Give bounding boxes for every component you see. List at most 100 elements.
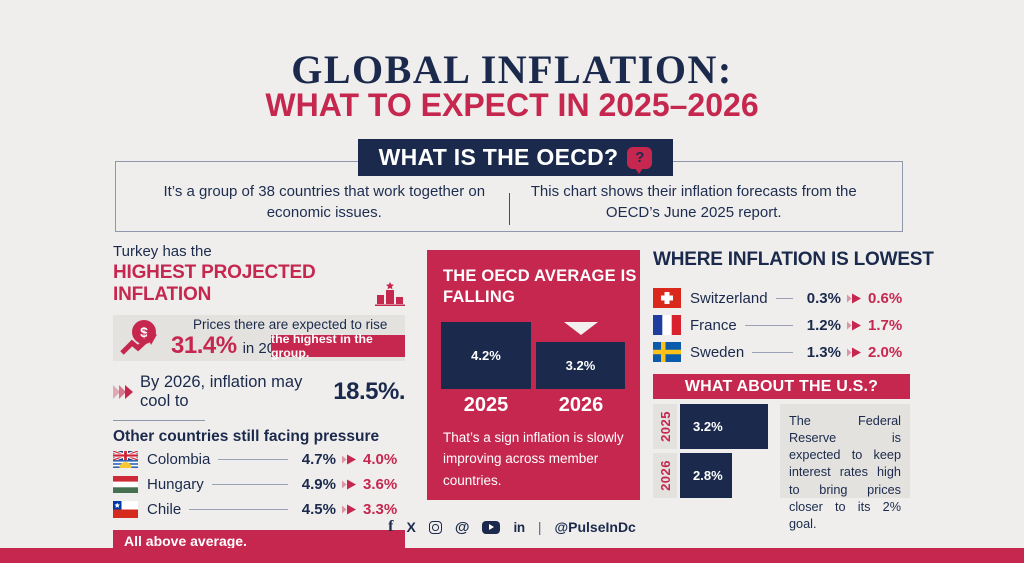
us-note: The Federal Reserve is expected to keep … xyxy=(780,404,910,531)
value-2025: 4.5% xyxy=(301,500,336,518)
x-twitter-icon[interactable]: X xyxy=(406,519,416,535)
trend-arrow-icon xyxy=(847,347,862,358)
us-bar-2026: 2.8% xyxy=(680,453,732,498)
leader-line xyxy=(775,297,793,299)
value-2026: 0.6% xyxy=(868,289,903,307)
country-name: Chile xyxy=(147,500,182,518)
value-2025: 1.2% xyxy=(806,316,841,334)
turkey-headline: HIGHEST PROJECTED INFLATION xyxy=(113,262,316,305)
youtube-icon[interactable] xyxy=(482,520,501,534)
all-above-average-banner: All above average. xyxy=(113,530,405,552)
value-2026: 3.6% xyxy=(363,475,398,493)
value-2026: 3.3% xyxy=(363,500,398,518)
us-year-strip-2026: 2026 xyxy=(653,453,677,498)
us-chart: 2025 3.2% 2026 2.8% The Federal Reserve … xyxy=(653,404,910,531)
country-name: Hungary xyxy=(147,475,204,493)
oecd-bar-2026: 3.2% xyxy=(536,342,625,389)
us-year-2025-label: 2025 xyxy=(657,411,673,442)
colombia-flag-icon xyxy=(113,450,138,468)
leader-line xyxy=(189,508,288,510)
leader-line xyxy=(218,458,288,460)
threads-icon[interactable]: @ xyxy=(454,518,470,536)
oecd-info-left-text: It’s a group of 38 countries that work t… xyxy=(163,183,486,221)
turkey-section: Turkey has the HIGHEST PROJECTED INFLATI… xyxy=(113,243,405,552)
lowest-section: Switzerland 0.3% 0.6% France 1.2% xyxy=(653,284,910,365)
trend-arrow-icon xyxy=(847,320,862,331)
oecd-average-note: That’s a sign inflation is slowly improv… xyxy=(443,430,624,488)
linkedin-icon[interactable]: in xyxy=(513,519,525,535)
trend-arrow-icon xyxy=(847,293,862,304)
us-year-2026-label: 2026 xyxy=(657,460,673,491)
country-name: France xyxy=(690,316,737,334)
us-bar-2025-value: 3.2% xyxy=(693,419,723,434)
oecd-bar-2026-value: 3.2% xyxy=(565,358,596,373)
oecd-year-2025-label: 2025 xyxy=(463,394,509,416)
oecd-banner-label: WHAT IS THE OECD? xyxy=(378,144,619,170)
hungary-flag-icon xyxy=(113,475,138,493)
oecd-average-title: THE OECD AVERAGE IS FALLING xyxy=(443,267,637,307)
page-subtitle: WHAT TO EXPECT IN 2025–2026 xyxy=(265,87,759,123)
us-bar-row-2025: 2025 3.2% xyxy=(653,404,768,449)
value-2026: 2.0% xyxy=(868,343,903,361)
trend-arrow-icon xyxy=(342,479,357,490)
lowest-heading: WHERE INFLATION IS LOWEST xyxy=(653,249,934,270)
us-banner: WHAT ABOUT THE U.S.? xyxy=(653,374,910,399)
country-row-hungary: Hungary 4.9% 3.6% xyxy=(113,472,405,496)
value-2025: 4.7% xyxy=(301,450,336,468)
sweden-flag-icon xyxy=(653,342,681,362)
france-flag-icon xyxy=(653,315,681,335)
info-divider xyxy=(508,193,510,225)
country-row-france: France 1.2% 1.7% xyxy=(653,312,910,338)
podium-chart-icon xyxy=(375,281,405,306)
us-year-strip-2025: 2025 xyxy=(653,404,677,449)
turkey-stat-box: $ Prices there are expected to rise 31.4… xyxy=(113,315,405,361)
triple-chevron-icon xyxy=(113,383,135,401)
oecd-average-panel: THE OECD AVERAGE IS FALLING 4.2% 3.2% 20… xyxy=(427,250,640,500)
oecd-bar-2025: 4.2% xyxy=(441,322,531,389)
turkey-cool-text: By 2026, inflation may cool to xyxy=(140,373,303,410)
leader-line xyxy=(744,324,793,326)
country-row-switzerland: Switzerland 0.3% 0.6% xyxy=(653,285,910,311)
trend-arrow-icon xyxy=(342,454,357,465)
turkey-cool-value: 18.5%. xyxy=(333,378,405,405)
country-name: Colombia xyxy=(147,450,211,468)
leader-line xyxy=(211,483,288,485)
oecd-banner: WHAT IS THE OECD? ? xyxy=(358,139,673,176)
us-bar-row-2026: 2026 2.8% xyxy=(653,453,732,498)
switzerland-flag-icon xyxy=(653,288,681,308)
us-bar-2025: 3.2% xyxy=(680,404,768,449)
social-handle: @PulseInDc xyxy=(554,519,636,535)
country-row-sweden: Sweden 1.3% 2.0% xyxy=(653,339,910,365)
value-2026: 1.7% xyxy=(868,316,903,334)
oecd-info-box: It’s a group of 38 countries that work t… xyxy=(115,161,903,232)
country-row-colombia: Colombia 4.7% 4.0% xyxy=(113,447,405,471)
page-title: GLOBAL INFLATION: xyxy=(291,47,733,92)
highest-in-group-badge: the highest in the group. xyxy=(271,332,405,360)
svg-text:$: $ xyxy=(140,324,148,340)
question-mark: ? xyxy=(635,149,645,166)
rising-prices-coin-icon: $ xyxy=(119,318,163,358)
turkey-stat-value: 31.4% xyxy=(171,331,237,359)
leader-line xyxy=(752,351,793,353)
bottom-accent-bar xyxy=(0,548,1024,563)
value-2026: 4.0% xyxy=(363,450,398,468)
value-2025: 4.9% xyxy=(301,475,336,493)
turkey-intro: Turkey has the xyxy=(113,243,212,260)
value-2025: 1.3% xyxy=(806,343,841,361)
value-2025: 0.3% xyxy=(806,289,841,307)
facebook-icon[interactable]: f xyxy=(388,518,394,535)
oecd-year-2026-label: 2026 xyxy=(558,394,604,416)
chile-flag-icon xyxy=(113,500,138,518)
trend-arrow-icon xyxy=(342,504,357,515)
question-bubble-icon: ? xyxy=(627,146,653,174)
turkey-stat-lead: Prices there are expected to rise xyxy=(193,316,388,332)
country-row-chile: Chile 4.5% 3.3% xyxy=(113,497,405,521)
section-divider xyxy=(113,420,205,421)
us-bar-2026-value: 2.8% xyxy=(693,468,723,483)
footer-social-bar: f X @ in | @PulseInDc xyxy=(0,518,1024,536)
oecd-bar-2025-value: 4.2% xyxy=(471,348,501,363)
falling-triangle-icon xyxy=(564,322,598,335)
instagram-icon[interactable] xyxy=(428,520,442,534)
footer-separator: | xyxy=(537,519,542,535)
